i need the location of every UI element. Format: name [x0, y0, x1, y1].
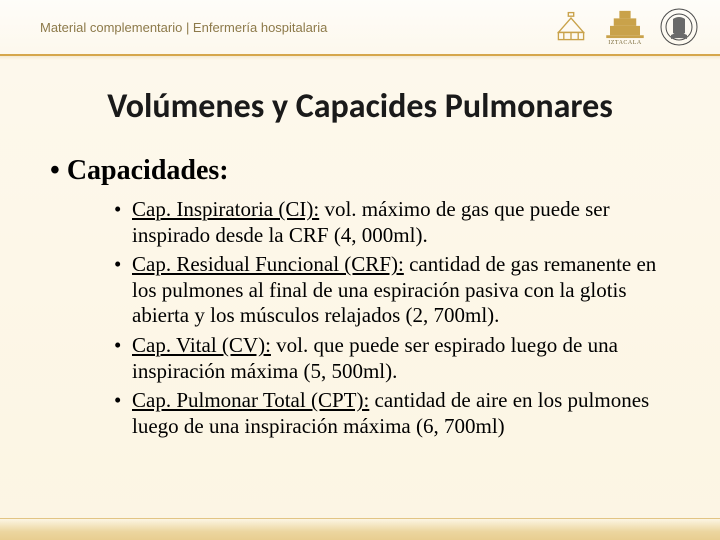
slide-content: Volúmenes y Capacides Pulmonares Capacid… [0, 56, 720, 453]
list-item: Cap. Inspiratoria (CI): vol. máximo de g… [114, 197, 660, 248]
term: Cap. Vital (CV): [132, 333, 271, 357]
list-item: Cap. Pulmonar Total (CPT): cantidad de a… [114, 388, 660, 439]
list-item: Cap. Vital (CV): vol. que puede ser espi… [114, 333, 660, 384]
footer-bar [0, 518, 720, 540]
term: Cap. Residual Funcional (CRF): [132, 252, 404, 276]
list-item: Cap. Residual Funcional (CRF): cantidad … [114, 252, 660, 329]
unam-icon [658, 6, 700, 48]
header-subtitle: Material complementario | Enfermería hos… [40, 20, 327, 35]
slide-title: Volúmenes y Capacides Pulmonares [50, 86, 670, 127]
header-logos: IZTACALA [550, 6, 700, 48]
term: Cap. Inspiratoria (CI): [132, 197, 319, 221]
iztacala-label: IZTACALA [608, 40, 642, 46]
header-bar: Material complementario | Enfermería hos… [0, 0, 720, 56]
term: Cap. Pulmonar Total (CPT): [132, 388, 369, 412]
temple-icon [550, 6, 592, 48]
iztacala-icon: IZTACALA [604, 6, 646, 48]
capacities-list: Cap. Inspiratoria (CI): vol. máximo de g… [114, 197, 660, 439]
section-heading: Capacidades: [50, 155, 670, 187]
